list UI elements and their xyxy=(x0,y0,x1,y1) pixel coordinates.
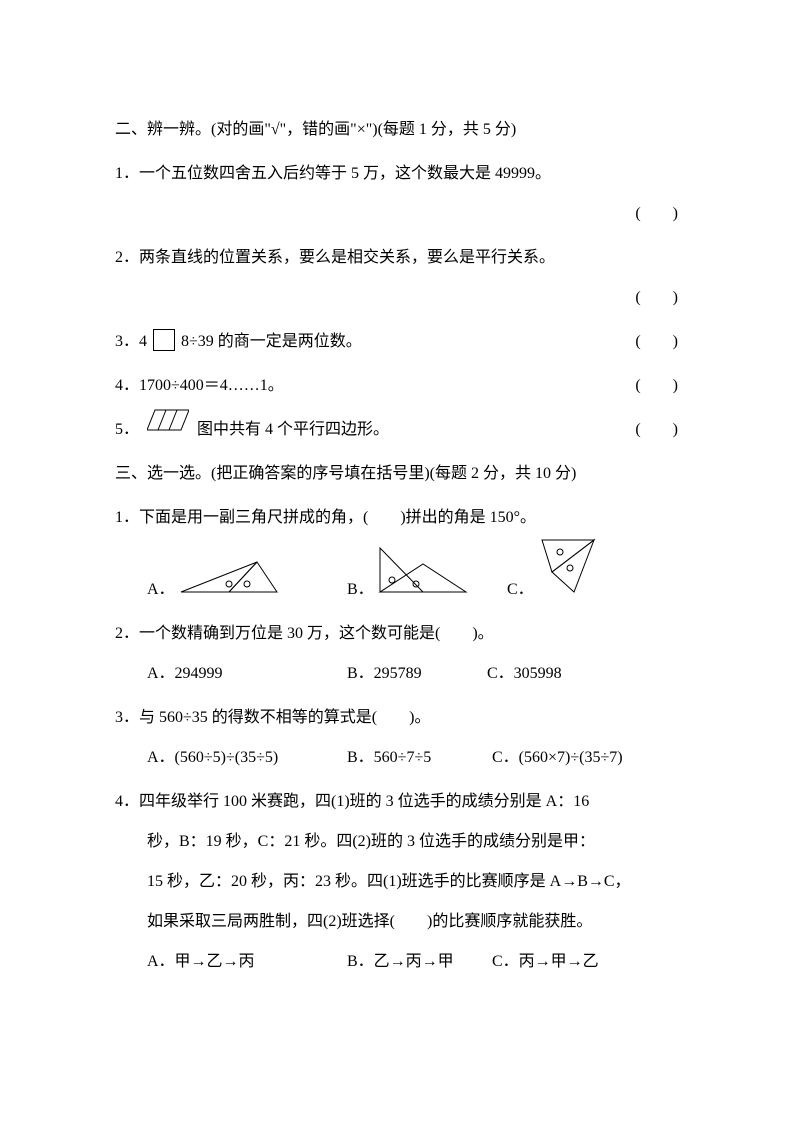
parallelogram-icon xyxy=(147,408,189,448)
option-c: C．305998 xyxy=(487,654,678,694)
s2-q2: 2．两条直线的位置关系，要么是相交关系，要么是平行关系。 ( ) xyxy=(115,238,678,318)
option-label: B． xyxy=(347,570,374,610)
option-c: C．(560×7)÷(35÷7) xyxy=(492,738,678,778)
blank-box-icon xyxy=(153,329,175,351)
option-label: A． xyxy=(147,570,175,610)
s2-q4: 4．1700÷400＝4……1。 ( ) xyxy=(115,366,678,406)
options: A．(560÷5)÷(35÷5) B．560÷7÷5 C．(560×7)÷(35… xyxy=(115,738,678,778)
q-text: 2．一个数精确到万位是 30 万，这个数可能是( )。 xyxy=(115,614,678,654)
s3-q1: 1．下面是用一副三角尺拼成的角，( )拼出的角是 150°。 A． B． xyxy=(115,498,678,610)
q-line2: 秒，B：19 秒，C：21 秒。四(2)班的 3 位选手的成绩分别是甲： xyxy=(115,822,678,862)
q3-pretext: 3．4 xyxy=(115,333,147,350)
option-b: B．295789 xyxy=(347,654,487,694)
s2-q5: 5． 图中共有 4 个平行四边形。 ( ) xyxy=(115,410,678,450)
q5-posttext: 图中共有 4 个平行四边形。 xyxy=(197,421,389,438)
q-line1: 4．四年级举行 100 米赛跑，四(1)班的 3 位选手的成绩分别是 A：16 xyxy=(115,782,678,822)
s3-q4: 4．四年级举行 100 米赛跑，四(1)班的 3 位选手的成绩分别是 A：16 … xyxy=(115,782,678,982)
s2-q3: 3．4 8÷39 的商一定是两位数。 ( ) xyxy=(115,322,678,362)
option-b: B． xyxy=(347,538,507,610)
q-paren-line: ( ) xyxy=(115,194,678,234)
q5-pretext: 5． xyxy=(115,421,139,438)
q-text: 4．1700÷400＝4……1。 xyxy=(115,377,284,394)
triangle-b-icon xyxy=(378,546,468,610)
s3-q2: 2．一个数精确到万位是 30 万，这个数可能是( )。 A．294999 B．2… xyxy=(115,614,678,694)
triangle-c-icon xyxy=(538,538,598,610)
option-a: A． xyxy=(147,538,347,610)
options: A． B． xyxy=(115,538,678,610)
option-a: A．294999 xyxy=(147,654,347,694)
section-3-header: 三、选一选。(把正确答案的序号填在括号里)(每题 2 分，共 10 分) xyxy=(115,454,678,494)
q-paren-line: ( ) xyxy=(115,278,678,318)
q3-posttext: 8÷39 的商一定是两位数。 xyxy=(181,333,362,350)
option-b: B．乙→丙→甲 xyxy=(347,942,492,982)
q-text: 1．下面是用一副三角尺拼成的角，( )拼出的角是 150°。 xyxy=(115,498,678,538)
triangle-a-icon xyxy=(179,554,279,610)
q-text: 3．与 560÷35 的得数不相等的算式是( )。 xyxy=(115,698,678,738)
answer-paren: ( ) xyxy=(635,278,678,318)
s3-q3: 3．与 560÷35 的得数不相等的算式是( )。 A．(560÷5)÷(35÷… xyxy=(115,698,678,778)
q-text: 2．两条直线的位置关系，要么是相交关系，要么是平行关系。 xyxy=(115,238,678,278)
options: A．甲→乙→丙 B．乙→丙→甲 C．丙→甲→乙 xyxy=(115,942,678,982)
answer-paren: ( ) xyxy=(635,366,678,406)
option-c: C． xyxy=(507,538,678,610)
option-b: B．560÷7÷5 xyxy=(347,738,492,778)
option-a: A．(560÷5)÷(35÷5) xyxy=(147,738,347,778)
option-label: C． xyxy=(507,570,534,610)
options: A．294999 B．295789 C．305998 xyxy=(115,654,678,694)
q-line3: 15 秒，乙：20 秒，丙：23 秒。四(1)班选手的比赛顺序是 A→B→C， xyxy=(115,862,678,902)
option-a: A．甲→乙→丙 xyxy=(147,942,347,982)
s2-q1: 1．一个五位数四舍五入后约等于 5 万，这个数最大是 49999。 ( ) xyxy=(115,154,678,234)
q-line4: 如果采取三局两胜制，四(2)班选择( )的比赛顺序就能获胜。 xyxy=(115,902,678,942)
answer-paren: ( ) xyxy=(635,322,678,362)
q-text: 1．一个五位数四舍五入后约等于 5 万，这个数最大是 49999。 xyxy=(115,154,678,194)
option-c: C．丙→甲→乙 xyxy=(492,942,678,982)
section-2-header: 二、辨一辨。(对的画"√"，错的画"×")(每题 1 分，共 5 分) xyxy=(115,110,678,150)
answer-paren: ( ) xyxy=(635,194,678,234)
answer-paren: ( ) xyxy=(635,410,678,450)
